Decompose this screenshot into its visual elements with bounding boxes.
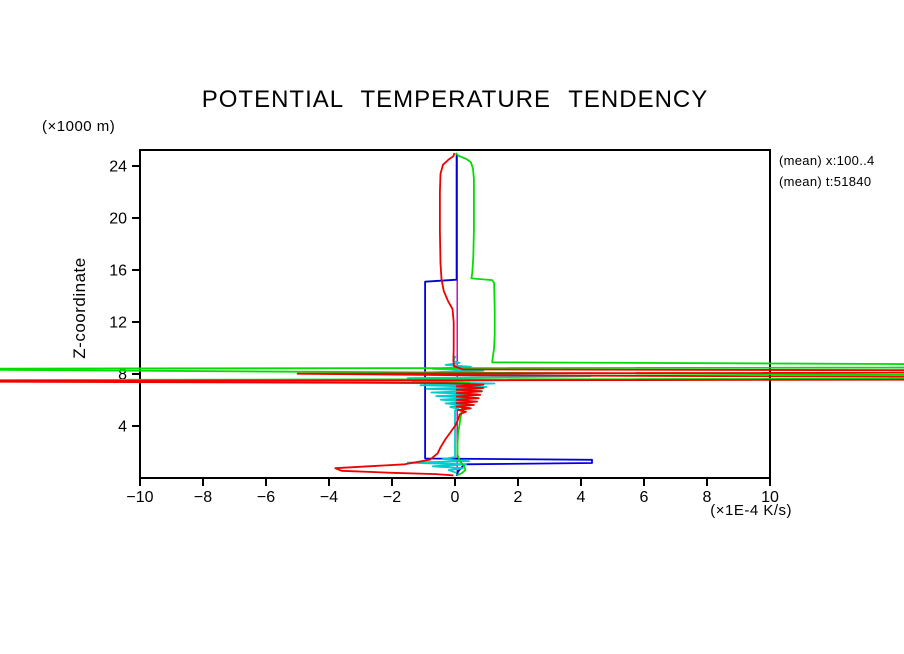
x-tick-label: −10 bbox=[126, 489, 153, 506]
x-tick-label: 6 bbox=[640, 489, 649, 506]
series-blue-curve bbox=[424, 154, 593, 477]
y-tick-label: 16 bbox=[109, 262, 127, 279]
mean-annotation-block: (mean) x:100..4 (mean) t:51840 bbox=[779, 150, 904, 192]
series-red-curve bbox=[0, 152, 904, 477]
series-cyan-curve bbox=[406, 355, 592, 474]
y-axis-units-label: (×1000 m) bbox=[42, 118, 116, 135]
y-tick-label: 8 bbox=[118, 366, 127, 383]
y-tick-label: 24 bbox=[109, 158, 127, 175]
mean-x-annotation: (mean) x:100..4 bbox=[779, 153, 875, 168]
x-tick-label: −4 bbox=[320, 489, 338, 506]
x-tick-label: 8 bbox=[703, 489, 712, 506]
x-tick-label: −8 bbox=[194, 489, 212, 506]
x-axis-units-label: (×1E-4 K/s) bbox=[710, 502, 792, 519]
x-tick-label: −6 bbox=[257, 489, 275, 506]
mean-t-annotation: (mean) t:51840 bbox=[779, 174, 872, 189]
y-tick-label: 12 bbox=[109, 314, 127, 331]
x-tick-label: −2 bbox=[383, 489, 401, 506]
series-green-curve bbox=[0, 152, 904, 477]
y-tick-label: 20 bbox=[109, 210, 127, 227]
x-tick-label: 0 bbox=[451, 489, 460, 506]
x-tick-label: 4 bbox=[577, 489, 586, 506]
x-tick-label: 2 bbox=[514, 489, 523, 506]
y-tick-label: 4 bbox=[118, 418, 127, 435]
chart-title: POTENTIAL TEMPERATURE TENDENCY bbox=[201, 86, 709, 113]
x-tick-label: 10 bbox=[761, 489, 779, 506]
